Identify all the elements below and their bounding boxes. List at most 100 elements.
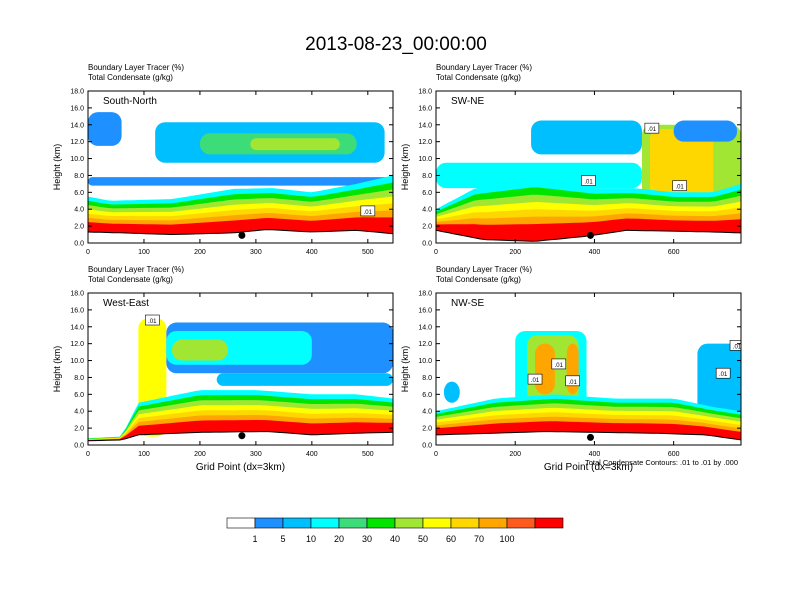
contour-label: .01 bbox=[360, 205, 376, 217]
x-tick-label: 200 bbox=[194, 249, 206, 256]
terrain-line bbox=[88, 430, 393, 442]
panels: .01 0 100 200 300 400 500 0.0 2.0 4.0 6.0 8.0 10.0 12… bbox=[52, 63, 742, 473]
x-tick-label: 600 bbox=[668, 249, 680, 256]
y-tick-label: 6.0 bbox=[422, 392, 432, 399]
contour-label-text: .01 bbox=[719, 372, 728, 378]
tracer-layer-4 bbox=[216, 373, 393, 386]
colorbar-swatch bbox=[422, 517, 452, 529]
contour-label-box bbox=[551, 358, 567, 370]
contour-footnote: Total Condensate Contours: .01 to .01 by… bbox=[585, 458, 738, 467]
y-tick-label: 16.0 bbox=[418, 105, 432, 112]
tracer-layer-4 bbox=[697, 343, 741, 420]
y-tick-label: 2.0 bbox=[422, 224, 432, 231]
y-tick-label: 8.0 bbox=[74, 375, 84, 382]
contour-label-text: .01 bbox=[148, 319, 157, 325]
contour-label-text: .01 bbox=[648, 127, 657, 133]
y-tick-label: 0.0 bbox=[422, 241, 432, 248]
x-axis-label: Grid Point (dx=3km) bbox=[544, 462, 633, 473]
y-tick-label: 18.0 bbox=[418, 291, 432, 298]
x-tick-label: 400 bbox=[306, 249, 318, 256]
contour-label-box bbox=[565, 375, 580, 387]
y-tick-label: 4.0 bbox=[422, 207, 432, 214]
contour-label-box bbox=[581, 175, 596, 186]
panel-title-line2: Total Condensate (g/kg) bbox=[88, 275, 173, 284]
contour-label-box bbox=[644, 122, 660, 134]
y-tick-label: 8.0 bbox=[422, 173, 432, 180]
contour-label-box bbox=[729, 340, 741, 351]
plot-frame bbox=[87, 292, 394, 446]
y-tick-label: 18.0 bbox=[70, 291, 84, 298]
contour-label: .01 bbox=[729, 340, 742, 351]
y-tick-label: 4.0 bbox=[422, 409, 432, 416]
y-tick-label: 16.0 bbox=[70, 105, 84, 112]
y-axis-label: Height (km) bbox=[52, 144, 62, 191]
y-axis-label: Height (km) bbox=[52, 346, 62, 393]
contour-label-text: .01 bbox=[531, 378, 540, 384]
colorbar-swatch bbox=[338, 517, 368, 529]
panel-title-line2: Total Condensate (g/kg) bbox=[88, 73, 173, 82]
panel-title-line1: Boundary Layer Tracer (%) bbox=[436, 265, 532, 274]
colorbar-label: 5 bbox=[280, 534, 285, 544]
x-tick-label: 100 bbox=[138, 451, 150, 458]
panel-label: South-North bbox=[103, 96, 157, 107]
y-tick-label: 2.0 bbox=[74, 426, 84, 433]
y-tick-label: 10.0 bbox=[70, 156, 84, 163]
contour-label: .01 bbox=[527, 373, 543, 385]
panel-south-north: .01 0 100 200 300 400 500 0.0 2.0 4.0 6.0 8.0 10.0 12… bbox=[52, 63, 394, 256]
contour-label-text: .01 bbox=[733, 344, 742, 350]
y-tick-label: 16.0 bbox=[70, 307, 84, 314]
y-tick-label: 10.0 bbox=[418, 156, 432, 163]
tracer-layer-3 bbox=[250, 138, 340, 151]
y-axis-label: Height (km) bbox=[400, 144, 410, 191]
panel-label: NW-SE bbox=[451, 298, 484, 309]
contour-label-box bbox=[715, 367, 731, 379]
contour-label-box bbox=[527, 373, 543, 385]
tracer-layer-1 bbox=[531, 120, 642, 155]
y-tick-label: 14.0 bbox=[418, 324, 432, 331]
plot-area: .01 .01 .01 .01 .01 bbox=[436, 293, 742, 445]
panel-sw-ne: .01 .01 .01 0 200 400 600 0.0 2.0 4.0 6.0 8.0 10.0 12… bbox=[400, 63, 742, 256]
plot-frame bbox=[435, 90, 742, 244]
x-tick-label: 100 bbox=[138, 249, 150, 256]
x-tick-label: 300 bbox=[250, 451, 262, 458]
y-tick-label: 12.0 bbox=[70, 341, 84, 348]
contour-label-box bbox=[145, 314, 160, 326]
y-tick-label: 16.0 bbox=[418, 307, 432, 314]
x-tick-label: 400 bbox=[589, 249, 601, 256]
y-tick-label: 4.0 bbox=[74, 409, 84, 416]
tracer-layer-3 bbox=[566, 343, 579, 395]
y-tick-label: 2.0 bbox=[422, 426, 432, 433]
y-tick-label: 14.0 bbox=[70, 324, 84, 331]
contour-label-text: .01 bbox=[675, 185, 684, 191]
contour-label-text: .01 bbox=[584, 180, 593, 186]
panel-title-line1: Boundary Layer Tracer (%) bbox=[88, 63, 184, 72]
location-marker bbox=[238, 231, 246, 239]
colorbar-swatch bbox=[534, 517, 564, 529]
tracer-layer-5 bbox=[443, 381, 460, 403]
location-marker bbox=[586, 433, 594, 441]
tracer-layer-3 bbox=[171, 339, 228, 361]
panel-title-line1: Boundary Layer Tracer (%) bbox=[436, 63, 532, 72]
y-tick-label: 8.0 bbox=[422, 375, 432, 382]
colorbar-label: 1 bbox=[252, 534, 257, 544]
y-axis-label: Height (km) bbox=[400, 346, 410, 393]
x-tick-label: 200 bbox=[509, 249, 521, 256]
y-tick-label: 6.0 bbox=[422, 190, 432, 197]
terrain-line bbox=[436, 431, 741, 441]
colorbar-swatch bbox=[450, 517, 480, 529]
y-tick-label: 10.0 bbox=[418, 358, 432, 365]
colorbar-swatch bbox=[366, 517, 396, 529]
colorbar-swatch bbox=[282, 517, 312, 529]
colorbar-swatch bbox=[254, 517, 284, 529]
plot-area: .01 bbox=[88, 91, 393, 243]
x-tick-label: 300 bbox=[250, 249, 262, 256]
colorbar-label: 30 bbox=[362, 534, 372, 544]
tracer-layer-0 bbox=[88, 177, 393, 186]
y-tick-label: 6.0 bbox=[74, 190, 84, 197]
x-tick-label: 0 bbox=[434, 451, 438, 458]
panel-title-line2: Total Condensate (g/kg) bbox=[436, 275, 521, 284]
y-tick-label: 2.0 bbox=[74, 224, 84, 231]
x-axis-label: Grid Point (dx=3km) bbox=[196, 462, 285, 473]
contour-label: .01 bbox=[565, 375, 580, 387]
y-tick-label: 0.0 bbox=[422, 443, 432, 450]
